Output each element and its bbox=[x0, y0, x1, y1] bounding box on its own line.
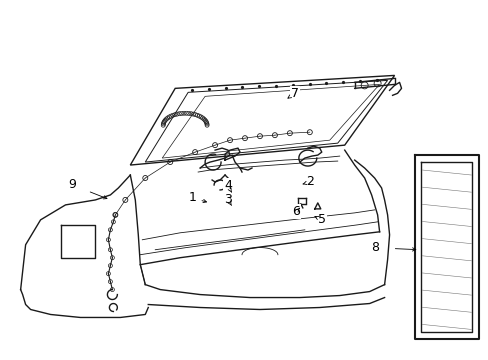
Text: 4: 4 bbox=[224, 180, 231, 193]
Text: 3: 3 bbox=[224, 193, 231, 206]
Text: 9: 9 bbox=[68, 179, 76, 192]
Text: 2: 2 bbox=[305, 175, 313, 189]
Text: 7: 7 bbox=[290, 87, 298, 100]
Text: 5: 5 bbox=[317, 213, 325, 226]
Text: 8: 8 bbox=[370, 241, 378, 254]
Text: 1: 1 bbox=[188, 192, 196, 204]
Text: 6: 6 bbox=[291, 205, 299, 219]
